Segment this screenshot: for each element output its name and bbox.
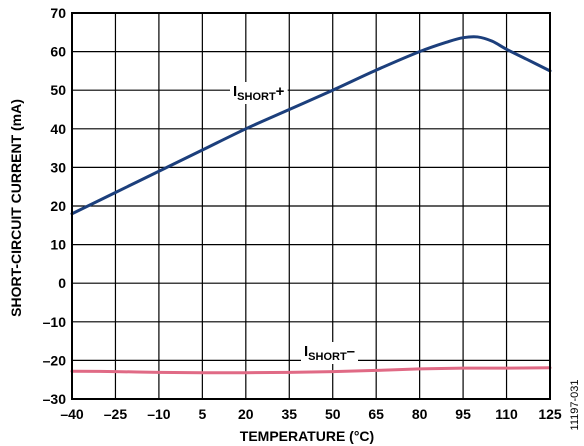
- series-label-ishort-plus-suffix: +: [276, 83, 285, 100]
- y-tick-label: 40: [50, 121, 66, 137]
- y-tick-label: –20: [43, 352, 67, 368]
- x-tick-label: 80: [412, 406, 428, 422]
- series-label-ishort-minus-sub: SHORT: [308, 351, 347, 363]
- x-tick-label: 5: [198, 406, 206, 422]
- label-minus-background: [301, 342, 359, 364]
- plot-frame: [71, 12, 551, 400]
- series-label-ishort-plus-main: I: [233, 83, 237, 100]
- y-tick-labels: 70 60 50 40 30 20 10 0 –10 –20 –30: [43, 5, 67, 407]
- series-line-1: [70, 366, 552, 375]
- x-tick-label: 35: [281, 406, 297, 422]
- x-tick-label: 20: [238, 406, 254, 422]
- x-tick-label: –40: [60, 406, 84, 422]
- x-tick-label: 125: [538, 406, 562, 422]
- series-lines: [70, 35, 552, 375]
- series-label-ishort-minus-main: I: [304, 343, 308, 360]
- x-tick-label: –10: [147, 406, 171, 422]
- y-tick-label: –10: [43, 314, 67, 330]
- y-tick-label: 70: [50, 5, 66, 21]
- series-label-ishort-plus-sub: SHORT: [237, 91, 276, 103]
- grid-lines: [71, 12, 551, 400]
- y-tick-label: 60: [50, 44, 66, 60]
- y-tick-label: –30: [43, 391, 67, 407]
- x-tick-label: 50: [325, 406, 341, 422]
- series-line-0: [70, 35, 552, 216]
- y-tick-label: 50: [50, 82, 66, 98]
- x-tick-labels: –40 –25 –10 5 20 35 50 65 80 95 110 125: [60, 406, 562, 422]
- y-tick-label: 10: [50, 237, 66, 253]
- x-tick-label: 110: [495, 406, 518, 422]
- x-tick-label: 95: [455, 406, 471, 422]
- figure-id: 11197-031: [569, 380, 581, 431]
- y-tick-label: 20: [50, 198, 66, 214]
- series-label-ishort-minus: ISHORT–: [304, 343, 355, 363]
- x-tick-label: –25: [104, 406, 128, 422]
- x-axis-label: TEMPERATURE (°C): [240, 428, 374, 444]
- y-tick-label: 0: [58, 275, 66, 291]
- y-tick-label: 30: [50, 159, 66, 175]
- series-label-ishort-minus-suffix: –: [347, 343, 355, 360]
- label-plus-background: [230, 82, 288, 104]
- y-axis-label: SHORT-CIRCUIT CURRENT (mA): [8, 99, 24, 317]
- series-label-ishort-plus: ISHORT+: [233, 83, 285, 103]
- x-tick-label: 65: [368, 406, 384, 422]
